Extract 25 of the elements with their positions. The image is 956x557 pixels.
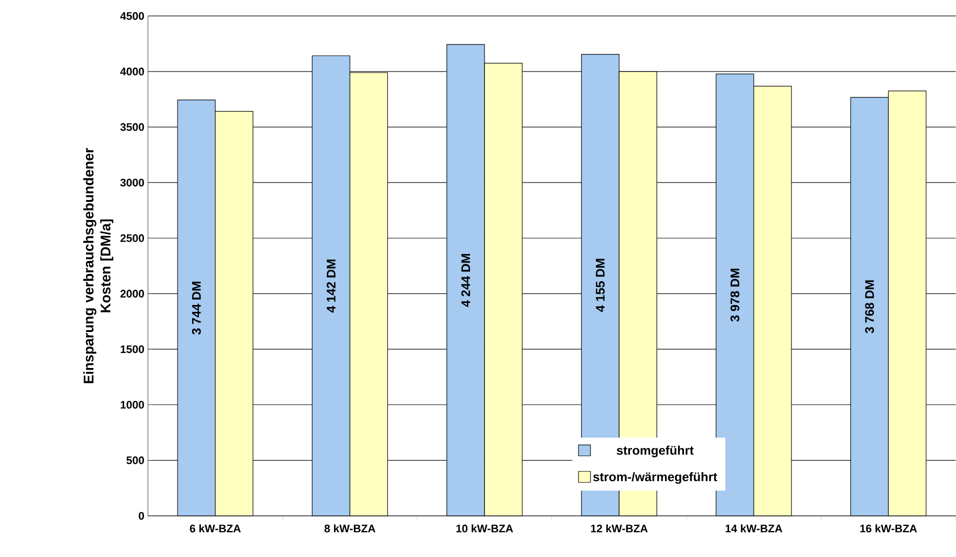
y-tick-label: 3000 (120, 178, 144, 187)
x-tick-label: 6 kW-BZA (190, 524, 241, 532)
x-tick-label: 8 kW-BZA (324, 524, 376, 532)
y-tick-label: 2000 (120, 290, 144, 298)
x-tick-label: 12 kW-BZA (591, 524, 648, 532)
y-tick-label: 2500 (120, 234, 144, 242)
y-tick-label: 500 (126, 456, 144, 464)
data-label: 4 155 DM (596, 259, 605, 312)
y-tick-label: 1500 (120, 345, 144, 354)
y-tick-label: 0 (138, 512, 144, 520)
data-label: 3 744 DM (192, 282, 201, 335)
data-label: 4 142 DM (326, 260, 336, 313)
y-tick-label: 3500 (120, 123, 144, 132)
x-tick-label: 16 kW-BZA (860, 524, 917, 532)
y-axis-title: Einsparung verbrauchsgebundener Kosten [DM/a] (83, 148, 114, 384)
legend-label: stromgeführt (616, 446, 694, 458)
y-tick-label: 1000 (120, 400, 144, 409)
x-tick-label: 10 kW-BZA (456, 524, 514, 532)
y-tick-label: 4500 (120, 12, 144, 20)
y-tick-label: 4000 (120, 68, 144, 76)
legend-label: strom-/wärmegeführt (593, 472, 718, 484)
data-label: 4 244 DM (461, 254, 470, 308)
data-label: 3 768 DM (865, 280, 874, 334)
data-label: 3 978 DM (730, 268, 740, 322)
x-tick-label: 14 kW-BZA (726, 524, 782, 532)
